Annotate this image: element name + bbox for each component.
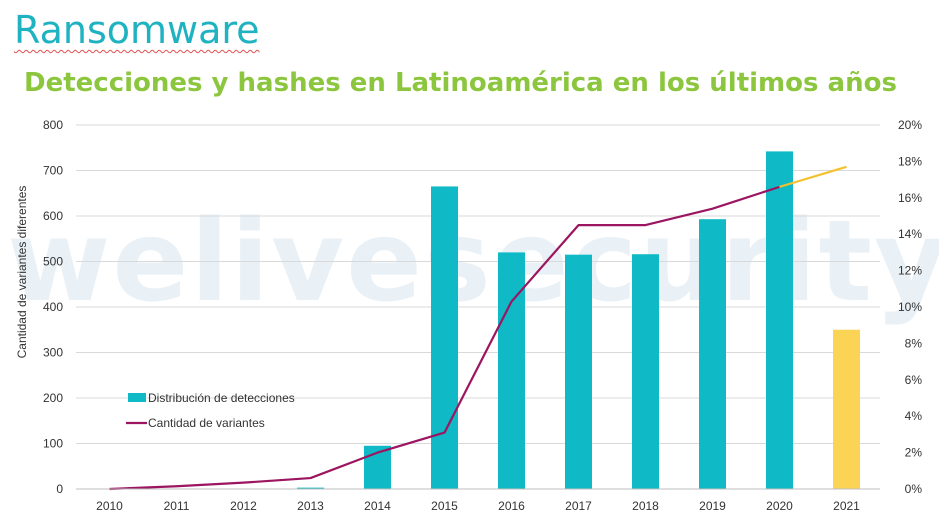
bar-2015 (431, 186, 458, 490)
y2-tick-label: 0% (905, 482, 923, 496)
x-tick-label: 2018 (632, 499, 659, 513)
x-tick-label: 2010 (96, 499, 123, 513)
bar-2017 (565, 254, 592, 489)
bar-2019 (699, 219, 726, 489)
y2-tick-label: 20% (898, 118, 922, 132)
y2-tick-label: 16% (898, 191, 922, 205)
y2-tick-label: 10% (898, 300, 922, 314)
bars-layer (297, 151, 860, 490)
x-tick-label: 2019 (699, 499, 726, 513)
x-tick-label: 2012 (230, 499, 257, 513)
bar-2020 (766, 151, 793, 489)
x-tick-label: 2021 (833, 499, 860, 513)
y2-tick-label: 14% (898, 227, 922, 241)
x-tick-label: 2013 (297, 499, 324, 513)
y-tick-label: 500 (43, 255, 63, 269)
grid-layer (76, 124, 880, 490)
x-tick-label: 2015 (431, 499, 458, 513)
x-tick-label: 2016 (498, 499, 525, 513)
y-tick-label: 400 (43, 300, 63, 314)
y2-tick-label: 4% (905, 409, 923, 423)
legend-label-bar: Distribución de detecciones (148, 391, 295, 405)
x-tick-label: 2014 (364, 499, 391, 513)
bar-2016 (498, 252, 525, 489)
y2-tick-label: 2% (905, 446, 923, 460)
y-tick-label: 300 (43, 346, 63, 360)
chart-title: Detecciones y hashes en Latinoamérica en… (24, 68, 897, 98)
y2-tick-label: 18% (898, 154, 922, 168)
x-tick-label: 2020 (766, 499, 793, 513)
y2-tick-label: 12% (898, 264, 922, 278)
y-tick-label: 0 (56, 482, 63, 496)
y2-tick-label: 8% (905, 336, 923, 350)
header-title: Ransomware (14, 8, 260, 52)
legend-label-line: Cantidad de variantes (148, 416, 265, 430)
bar-2021 (833, 329, 860, 489)
line-layer (109, 165, 847, 491)
bar-2013 (297, 487, 324, 489)
legend-swatch-bar (128, 393, 146, 402)
x-tick-label: 2017 (565, 499, 592, 513)
y-axis-label: Cantidad de variantes diferentes (15, 186, 29, 359)
y-tick-label: 800 (43, 118, 63, 132)
bar-2018 (632, 254, 659, 489)
axis-layer: 0 100 200 300 400 500 600 700 800 0% 2% 4% 6% 8% 10% 12… (15, 118, 922, 513)
y-tick-label: 100 (43, 437, 63, 451)
y2-tick-label: 6% (905, 373, 923, 387)
line-variantes-projection (779, 165, 847, 188)
legend-layer: Distribución de detecciones Cantidad de v… (126, 391, 295, 430)
y-tick-label: 700 (43, 164, 63, 178)
x-tick-label: 2011 (164, 499, 190, 513)
y-tick-label: 600 (43, 209, 63, 223)
y-tick-label: 200 (43, 391, 63, 405)
